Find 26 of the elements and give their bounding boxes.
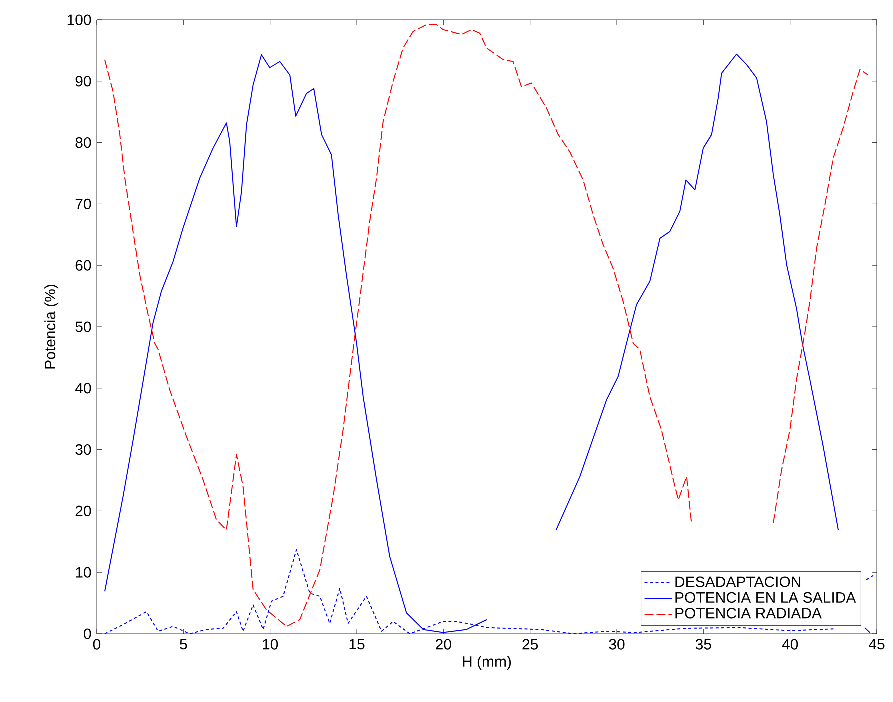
y-tick-label: 70 — [76, 198, 92, 210]
y-tick-label: 50 — [76, 322, 92, 332]
y-tick-label: 0 — [84, 628, 92, 640]
x-tick-label: 15 — [350, 639, 365, 650]
x-tick-label: 40 — [782, 639, 798, 650]
y-tick-label: 10 — [76, 567, 92, 578]
x-tick-label: 25 — [522, 639, 538, 650]
x-tick-label: 45 — [869, 639, 885, 650]
x-axis-title: H (mm) — [463, 656, 512, 670]
y-tick-label: 90 — [76, 76, 92, 87]
y-tick-label: 20 — [76, 506, 92, 517]
x-tick-label: 0 — [93, 639, 101, 650]
y-tick-label: 40 — [75, 383, 92, 394]
y-tick-label: 100 — [68, 14, 92, 26]
y-tick-label: 60 — [76, 260, 92, 271]
legend-label: DESADAPTACION — [676, 576, 801, 588]
x-tick-label: 5 — [180, 639, 188, 650]
x-tick-label: 35 — [696, 639, 712, 650]
x-tick-label: 10 — [263, 639, 278, 650]
y-tick-label: 80 — [76, 137, 92, 148]
legend-label: POTENCIA RADIADA — [676, 608, 822, 619]
y-tick-label: 30 — [76, 444, 92, 456]
x-tick-label: 20 — [436, 639, 452, 650]
legend-label: POTENCIA EN LA SALIDA — [676, 592, 856, 604]
x-tick-label: 30 — [609, 639, 625, 650]
y-axis-title: Potencia (%) — [44, 285, 59, 369]
